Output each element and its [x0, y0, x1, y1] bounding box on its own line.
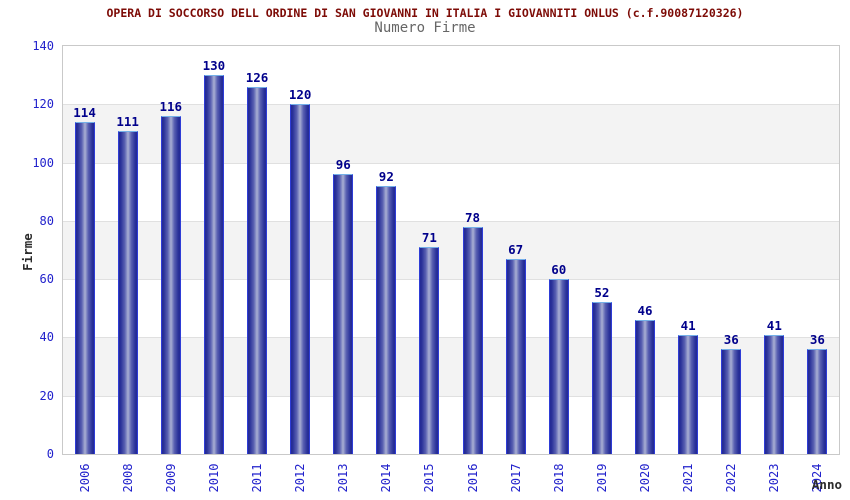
plot-band — [63, 337, 839, 396]
plot-band — [63, 46, 839, 104]
bar-value-label: 36 — [809, 332, 825, 347]
y-tick-label: 100 — [32, 155, 54, 170]
x-tick-label: 2014 — [379, 463, 394, 493]
x-tick-label: 2017 — [508, 463, 523, 493]
bar-2012 — [290, 104, 311, 454]
bar-value-label: 67 — [508, 242, 524, 257]
y-tick-label: 60 — [39, 272, 54, 287]
x-tick-label: 2010 — [206, 463, 221, 493]
bar-2013 — [333, 174, 354, 454]
gridline — [63, 279, 839, 281]
x-tick-label: 2016 — [465, 463, 480, 493]
x-tick-label: 2015 — [422, 463, 437, 493]
bar-2015 — [419, 247, 440, 454]
x-tick-label: 2018 — [551, 463, 566, 493]
bar-value-label: 41 — [766, 318, 782, 333]
y-tick-label: 140 — [32, 39, 54, 53]
x-tick-label: 2020 — [638, 463, 652, 493]
x-tick-label: 2011 — [250, 463, 264, 493]
chart-subtitle: Numero Firme — [374, 20, 476, 36]
bar-2019 — [591, 302, 612, 454]
bar-2011 — [247, 87, 267, 454]
bar-value-label: 111 — [116, 114, 139, 129]
x-tick-label: 2008 — [120, 463, 135, 493]
bar-value-label: 71 — [421, 230, 437, 245]
bar-value-label: 60 — [551, 262, 567, 277]
bar-2022 — [721, 349, 742, 454]
y-axis-title: Firme — [20, 233, 35, 271]
bar-2010 — [203, 75, 224, 454]
plot-band — [63, 220, 839, 280]
x-tick-label: 2012 — [293, 463, 308, 493]
x-axis-title: Anno — [811, 477, 842, 492]
x-tick-label: 2021 — [681, 463, 696, 493]
bar-2023 — [764, 335, 785, 454]
y-tick-label: 40 — [39, 330, 54, 345]
bar-2018 — [548, 279, 569, 454]
bar-value-label: 46 — [637, 303, 653, 318]
x-tick-label: 2019 — [594, 463, 609, 493]
x-tick-label: 2023 — [767, 463, 782, 493]
bar-2024 — [807, 349, 828, 454]
gridline — [63, 220, 839, 222]
bar-value-label: 130 — [202, 58, 226, 73]
bar-2014 — [376, 186, 397, 454]
bar-2016 — [462, 227, 483, 454]
bar-value-label: 114 — [73, 105, 96, 120]
y-tick-label: 80 — [39, 213, 54, 228]
bar-2020 — [635, 320, 655, 454]
bar-value-label: 78 — [465, 210, 481, 225]
bar-value-label: 92 — [378, 169, 394, 184]
chart-title: OPERA DI SOCCORSO DELL ORDINE DI SAN GIO… — [106, 6, 744, 20]
bar-value-label: 36 — [723, 332, 739, 347]
gridline — [63, 337, 839, 339]
bar-value-label: 116 — [159, 99, 183, 114]
bar-2008 — [117, 131, 138, 454]
bar-value-label: 120 — [288, 87, 312, 102]
x-tick-label: 2013 — [336, 463, 351, 493]
bar-value-label: 126 — [245, 70, 269, 85]
bar-2021 — [678, 335, 699, 454]
bar-value-label: 96 — [335, 157, 351, 172]
plot-band — [63, 104, 839, 163]
bar-2017 — [505, 259, 526, 454]
bar-2006 — [74, 122, 95, 454]
plot-area: 114 111 116 130 126 120 96 92 71 78 67 60 52 46 41 36 41… — [62, 45, 840, 455]
x-tick-label: 2022 — [724, 463, 739, 493]
gridline — [63, 104, 839, 106]
x-tick-label: 2006 — [77, 463, 92, 493]
bar-value-label: 41 — [680, 318, 696, 333]
x-tick-label: 2009 — [163, 463, 178, 493]
bar-2009 — [160, 116, 181, 454]
bar-value-label: 52 — [594, 285, 610, 300]
gridline — [63, 395, 839, 397]
y-tick-label: 20 — [39, 388, 54, 403]
y-tick-label: 120 — [32, 97, 54, 112]
y-tick-label: 0 — [46, 447, 54, 461]
gridline — [63, 162, 839, 164]
